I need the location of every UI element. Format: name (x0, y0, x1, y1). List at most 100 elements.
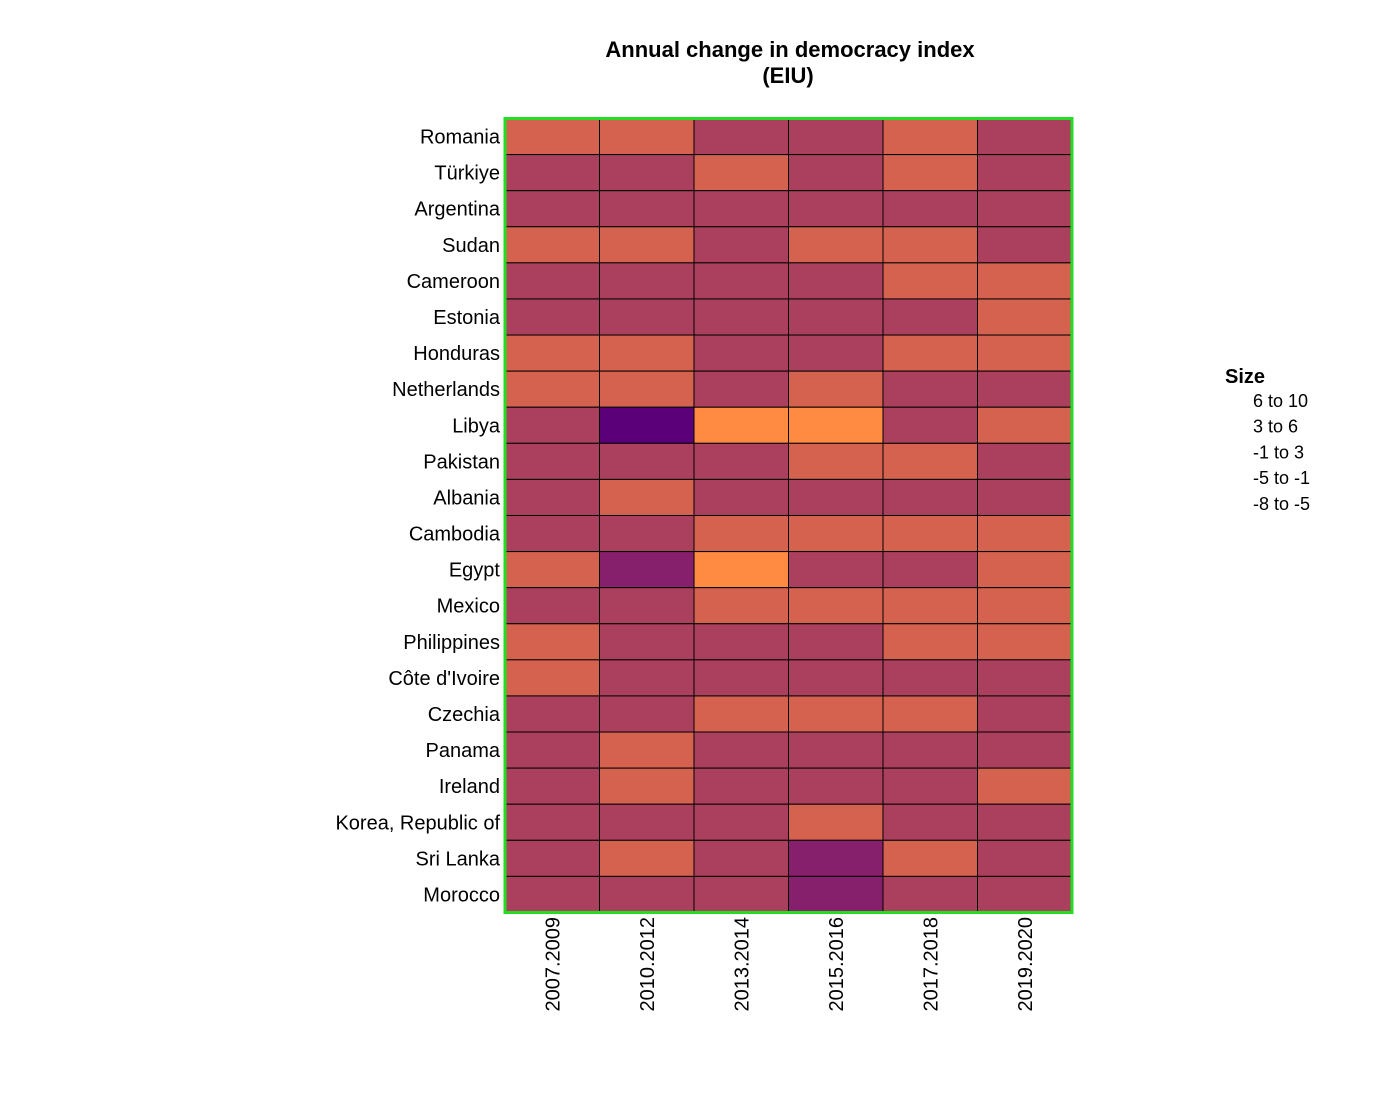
heatmap-cell (788, 659, 884, 697)
heatmap-cell (977, 839, 1073, 877)
heatmap-cell (977, 118, 1073, 156)
heatmap-cell (599, 226, 695, 264)
heatmap-cell (882, 370, 978, 408)
heatmap-cell (977, 370, 1073, 408)
heatmap-cell (788, 731, 884, 769)
row-label: Türkiye (434, 163, 500, 185)
heatmap-cell (504, 190, 600, 228)
heatmap-cell (977, 442, 1073, 480)
heatmap-cell (504, 767, 600, 805)
heatmap-cell (882, 875, 978, 913)
heatmap-cell (788, 226, 884, 264)
column-label: 2007.2009 (542, 917, 564, 1012)
row-label: Cameroon (407, 271, 500, 293)
heatmap-cell (788, 551, 884, 589)
heatmap-cell (788, 298, 884, 336)
heatmap-cell (977, 587, 1073, 625)
heatmap-cell (788, 406, 884, 444)
heatmap-cell (693, 370, 789, 408)
column-label: 2010.2012 (637, 917, 659, 1012)
heatmap-cell (977, 478, 1073, 516)
column-label: 2017.2018 (920, 917, 942, 1012)
row-label: Netherlands (392, 379, 500, 401)
heatmap-cell (504, 334, 600, 372)
heatmap-cell (788, 478, 884, 516)
heatmap-cell (788, 514, 884, 553)
row-label: Côte d'Ivoire (388, 668, 500, 690)
heatmap-cell (504, 875, 600, 913)
row-label: Panama (426, 740, 501, 762)
column-label: 2015.2016 (826, 917, 848, 1012)
heatmap-cell (504, 587, 600, 625)
heatmap-cell (599, 478, 695, 516)
heatmap-cell (693, 875, 789, 913)
heatmap-cell (693, 442, 789, 480)
heatmap-cell (977, 623, 1073, 661)
heatmap-cell (599, 370, 695, 408)
heatmap-cell (788, 154, 884, 192)
column-labels: 2007.2009 2010.2012 2013.2014 2015.2016 2017… (542, 917, 1037, 1012)
heatmap-cell (977, 190, 1073, 228)
heatmap-cell (693, 154, 789, 192)
heatmap-cell (693, 623, 789, 661)
heatmap-cell (504, 731, 600, 769)
heatmap-cell (504, 623, 600, 661)
heatmap-cell (693, 514, 789, 553)
heatmap-cell (599, 298, 695, 336)
heatmap-cell (882, 190, 978, 228)
row-label: Mexico (437, 596, 500, 618)
heatmap-cell (788, 587, 884, 625)
heatmap-cell (599, 442, 695, 480)
heatmap-cell (977, 767, 1073, 805)
row-label: Korea, Republic of (335, 812, 500, 834)
heatmap-cell (977, 875, 1073, 913)
heatmap-cell (882, 623, 978, 661)
heatmap-cell (504, 803, 600, 841)
heatmap-cell (599, 587, 695, 625)
heatmap-cell (788, 767, 884, 805)
heatmap-cell (977, 695, 1073, 733)
heatmap-cell (882, 118, 978, 156)
heatmap-cell (504, 226, 600, 264)
heatmap-cell (504, 298, 600, 336)
heatmap-cell (788, 695, 884, 733)
heatmap-cell (977, 406, 1073, 444)
heatmap-cell (693, 767, 789, 805)
heatmap-cell (599, 334, 695, 372)
heatmap-cell (882, 767, 978, 805)
heatmap-cell (599, 875, 695, 913)
heatmap-cell (599, 839, 695, 877)
heatmap-cell (599, 659, 695, 697)
heatmap-cell (599, 406, 695, 444)
heatmap-cell (693, 298, 789, 336)
column-label: 2019.2020 (1015, 917, 1037, 1012)
legend: Size 6 to 10 3 to 6 -1 to 3 -5 to -1 -8 to -… (1225, 366, 1310, 514)
heatmap-cell (693, 406, 789, 444)
heatmap-cell (599, 803, 695, 841)
heatmap-cell (693, 551, 789, 589)
heatmap-cell (693, 695, 789, 733)
heatmap-cell (977, 262, 1073, 300)
plot-frame (503, 117, 1074, 914)
heatmap-cell (599, 695, 695, 733)
row-label: Romania (420, 127, 501, 149)
row-label: Honduras (413, 343, 500, 365)
row-label: Czechia (428, 704, 501, 726)
heatmap-cell (504, 442, 600, 480)
heatmap-cell (882, 442, 978, 480)
heatmap-cell (693, 839, 789, 877)
heatmap-cell (504, 659, 600, 697)
heatmap-cell (882, 226, 978, 264)
heatmap-cell (599, 154, 695, 192)
heatmap-cell (599, 118, 695, 156)
heatmap-cell (977, 226, 1073, 264)
heatmap-cell (504, 551, 600, 589)
row-label: Egypt (449, 560, 501, 582)
heatmap-cell (693, 659, 789, 697)
legend-item: -8 to -5 (1253, 494, 1310, 514)
heatmap-cell (977, 803, 1073, 841)
heatmap-cell (977, 731, 1073, 769)
legend-title: Size (1225, 366, 1265, 388)
heatmap-cell (882, 514, 978, 553)
heatmap-cell (504, 406, 600, 444)
